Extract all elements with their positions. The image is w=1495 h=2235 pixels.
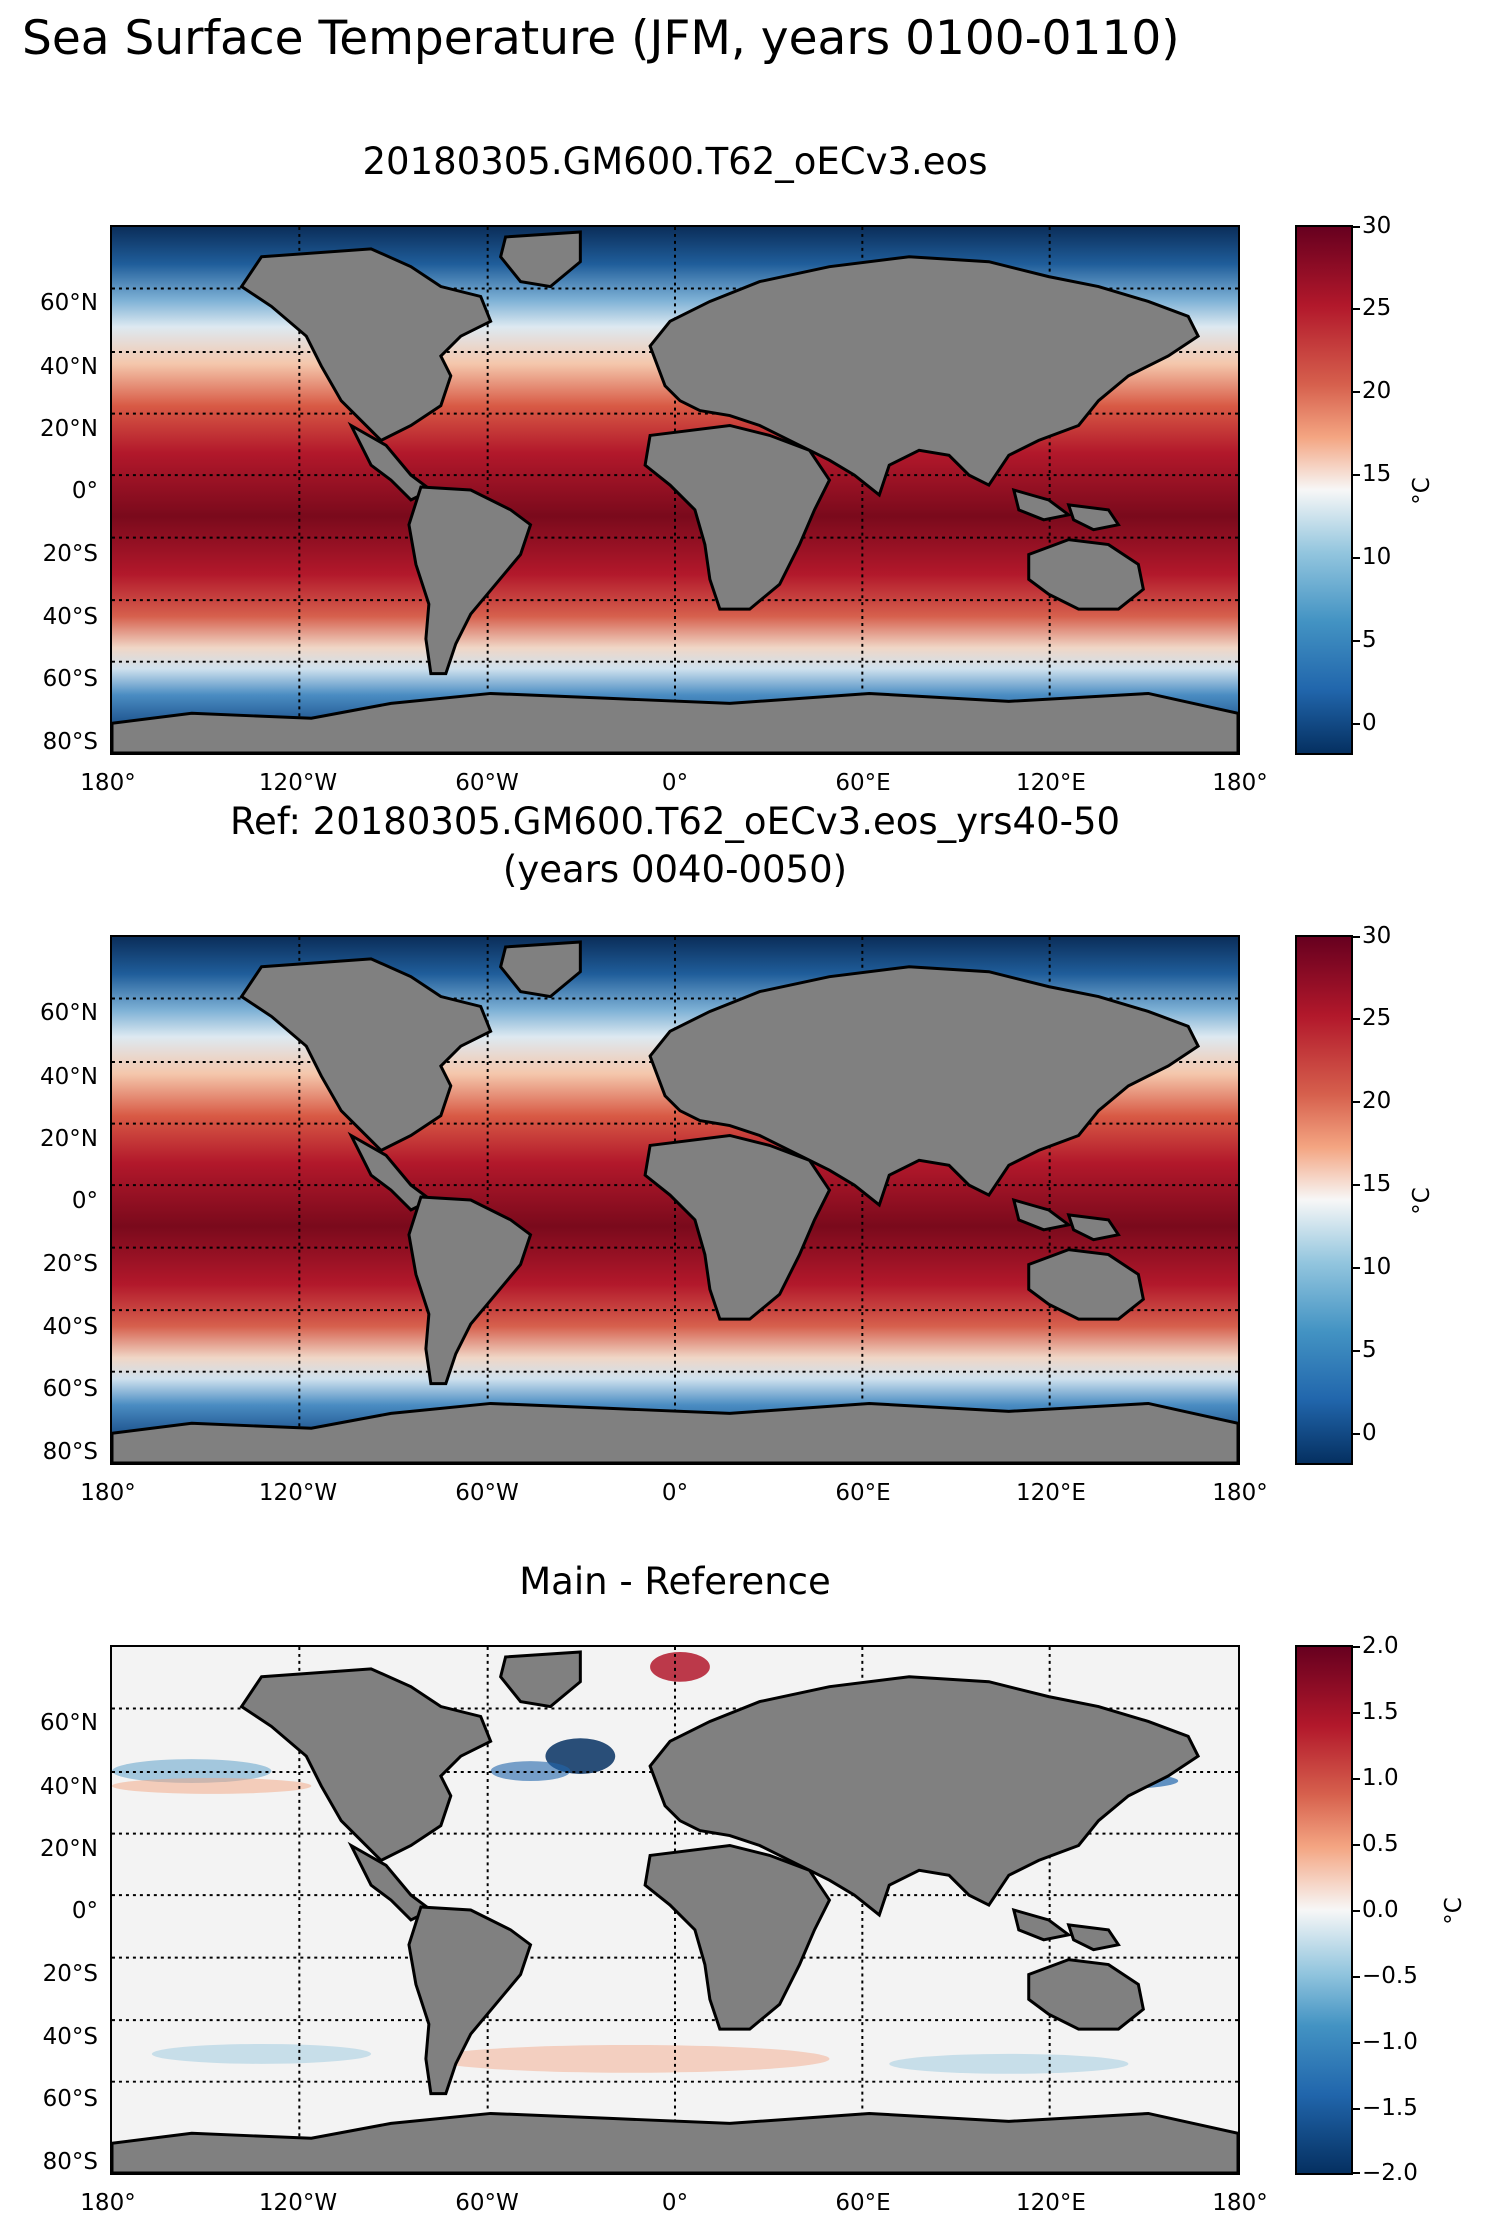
lon-label: 0° xyxy=(661,770,689,796)
lat-label: 40°N xyxy=(40,354,98,380)
lat-label: 20°N xyxy=(40,416,98,442)
lon-label: 60°W xyxy=(455,1480,519,1506)
lon-label: 120°W xyxy=(258,770,338,796)
lat-label: 0° xyxy=(71,1898,98,1924)
lat-label: 20°N xyxy=(40,1836,98,1862)
lat-label: 80°S xyxy=(42,2149,98,2175)
colorbar-tick: 15 xyxy=(1362,1171,1392,1197)
colorbar-tick: −0.5 xyxy=(1362,1963,1418,1989)
colorbar-tick: 1.5 xyxy=(1362,1699,1399,1725)
lon-label: 120°E xyxy=(1016,1480,1086,1506)
lon-label: 60°E xyxy=(835,770,891,796)
lat-label: 80°S xyxy=(42,1439,98,1465)
lon-label: 180° xyxy=(80,2190,136,2216)
lon-label: 180° xyxy=(80,1480,136,1506)
lat-label: 60°N xyxy=(40,1000,98,1026)
lat-label: 20°S xyxy=(42,1961,98,1987)
colorbar-tick: 0.5 xyxy=(1362,1831,1399,1857)
colorbar-unit: °C xyxy=(1440,1897,1467,1925)
lat-label: 40°N xyxy=(40,1064,98,1090)
colorbar-tick: 25 xyxy=(1362,295,1392,321)
colorbar-tick: 25 xyxy=(1362,1005,1392,1031)
lon-label: 60°W xyxy=(455,2190,519,2216)
colorbar xyxy=(1295,225,1353,755)
sst-map xyxy=(110,225,1240,755)
sst-diff-map xyxy=(110,1645,1240,2175)
colorbar-tick: 5 xyxy=(1362,1337,1377,1363)
colorbar-tick: 15 xyxy=(1362,461,1392,487)
colorbar-tick: 0 xyxy=(1362,1420,1377,1446)
lon-label: 180° xyxy=(1212,770,1268,796)
colorbar-tick: −1.0 xyxy=(1362,2029,1418,2055)
lon-label: 120°W xyxy=(258,2190,338,2216)
lon-label: 180° xyxy=(80,770,136,796)
figure-suptitle: Sea Surface Temperature (JFM, years 0100… xyxy=(22,11,1180,66)
colorbar-tick: 2.0 xyxy=(1362,1633,1399,1659)
colorbar-tick: −2.0 xyxy=(1362,2160,1418,2186)
sst-map-plot xyxy=(112,227,1238,753)
lon-label: 60°W xyxy=(455,770,519,796)
lon-label: 120°E xyxy=(1016,2190,1086,2216)
lon-label: 180° xyxy=(1212,2190,1268,2216)
lat-label: 40°S xyxy=(42,1314,98,1340)
lon-label: 120°E xyxy=(1016,770,1086,796)
lat-label: 20°S xyxy=(42,541,98,567)
colorbar-tick: −1.5 xyxy=(1362,2095,1418,2121)
colorbar-tick: 20 xyxy=(1362,1088,1392,1114)
colorbar-tick: 0 xyxy=(1362,710,1377,736)
lat-label: 80°S xyxy=(42,729,98,755)
lon-label: 60°E xyxy=(835,1480,891,1506)
lat-label: 60°N xyxy=(40,290,98,316)
colorbar-tick: 30 xyxy=(1362,923,1392,949)
lat-label: 20°N xyxy=(40,1126,98,1152)
lat-label: 20°S xyxy=(42,1251,98,1277)
panel-subtitle: (years 0040-0050) xyxy=(502,848,848,891)
lon-label: 180° xyxy=(1212,1480,1268,1506)
colorbar-tick: 10 xyxy=(1362,1254,1392,1280)
lon-label: 120°W xyxy=(258,1480,338,1506)
colorbar-tick: 30 xyxy=(1362,213,1392,239)
lon-label: 0° xyxy=(661,1480,689,1506)
sst-diff-map-plot xyxy=(112,1647,1238,2173)
colorbar-tick: 0.0 xyxy=(1362,1897,1399,1923)
colorbar-tick: 10 xyxy=(1362,544,1392,570)
colorbar-tick: 1.0 xyxy=(1362,1765,1399,1791)
lat-label: 40°N xyxy=(40,1774,98,1800)
sst-map xyxy=(110,935,1240,1465)
lat-label: 40°S xyxy=(42,2024,98,2050)
sst-map-plot xyxy=(112,937,1238,1463)
panel-title: Main - Reference xyxy=(519,1560,831,1603)
panel-title: 20180305.GM600.T62_oECv3.eos xyxy=(362,140,988,183)
lat-label: 60°S xyxy=(42,666,98,692)
lat-label: 0° xyxy=(71,1188,98,1214)
lat-label: 60°S xyxy=(42,1376,98,1402)
lat-label: 60°N xyxy=(40,1710,98,1736)
lat-label: 0° xyxy=(71,478,98,504)
colorbar xyxy=(1295,1645,1353,2175)
lat-label: 40°S xyxy=(42,604,98,630)
lon-label: 0° xyxy=(661,2190,689,2216)
lon-label: 60°E xyxy=(835,2190,891,2216)
colorbar-unit: °C xyxy=(1408,1187,1435,1215)
lat-label: 60°S xyxy=(42,2086,98,2112)
colorbar-tick: 5 xyxy=(1362,627,1377,653)
colorbar-tick: 20 xyxy=(1362,378,1392,404)
panel-title: Ref: 20180305.GM600.T62_oECv3.eos_yrs40-… xyxy=(229,800,1121,843)
colorbar xyxy=(1295,935,1353,1465)
colorbar-unit: °C xyxy=(1408,477,1435,505)
